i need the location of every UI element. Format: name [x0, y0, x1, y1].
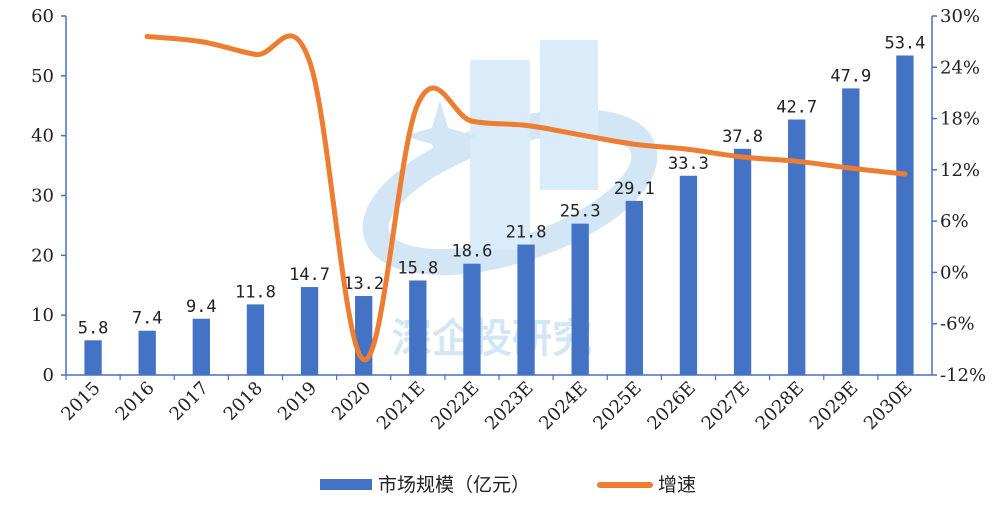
right-tick-label: -6%: [940, 314, 975, 335]
growth-line-layer: [144, 33, 908, 363]
legend: 市场规模（亿元） 增速: [320, 474, 696, 496]
bar: [571, 223, 589, 375]
bar: [842, 88, 860, 376]
bar-data-label: 5.8: [78, 318, 109, 338]
left-tick-labels: 0 10 20 30 40 50 60: [31, 6, 54, 386]
bar-data-label: 37.8: [722, 127, 763, 147]
bar-data-label: 21.8: [506, 223, 547, 243]
right-tick-label: 6%: [940, 211, 969, 232]
bar-data-label: 13.2: [343, 274, 384, 294]
left-tick-label: 30: [31, 186, 54, 207]
bar: [246, 304, 265, 375]
x-tick-label: 2025E: [589, 378, 646, 435]
bar-data-label: 53.4: [884, 33, 925, 53]
bar-data-label: 15.8: [397, 258, 438, 278]
bar: [300, 287, 319, 375]
axes: [61, 15, 937, 380]
left-tick-label: 0: [43, 365, 54, 386]
x-tick-label: 2016: [111, 378, 158, 425]
x-tick-label: 2021E: [373, 378, 430, 435]
bar-data-label: 9.4: [186, 297, 217, 317]
bar: [517, 244, 535, 375]
x-tick-label: 2019: [274, 378, 321, 425]
x-tick-label: 2026E: [643, 378, 700, 435]
bar: [896, 55, 914, 376]
x-tick-label: 2017: [166, 378, 213, 425]
x-tick-label: 2027E: [698, 378, 755, 435]
x-tick-label: 2022E: [427, 378, 484, 435]
right-tick-label: 18%: [940, 109, 980, 130]
bar: [733, 148, 752, 375]
right-tick-label: 12%: [940, 160, 980, 181]
bars: [84, 55, 914, 376]
x-tick-label: 2029E: [806, 378, 863, 435]
x-tick-label: 2028E: [752, 378, 809, 435]
bar: [625, 200, 643, 375]
x-tick-label: 2023E: [481, 378, 538, 435]
bar-data-label: 18.6: [451, 242, 492, 262]
left-tick-label: 60: [31, 6, 54, 27]
bar: [84, 340, 102, 375]
bar-data-label: 29.1: [614, 179, 655, 199]
bar-data-label: 11.8: [235, 282, 276, 302]
bar: [409, 280, 427, 375]
bar-data-label: 33.3: [668, 154, 709, 174]
bar: [138, 330, 156, 375]
legend-label-bar: 市场规模（亿元）: [378, 474, 530, 496]
right-tick-labels: -12% -6% 0% 6% 12% 18% 24% 30%: [940, 6, 986, 386]
right-tick-label: 30%: [940, 6, 980, 27]
x-tick-label: 2015: [57, 378, 104, 425]
left-tick-label: 50: [31, 66, 54, 87]
bar: [679, 175, 698, 375]
bar: [355, 296, 373, 375]
watermark-logo: 深企投研究: [362, 40, 658, 362]
legend-swatch-bar: [320, 479, 372, 490]
bar-data-label: 25.3: [560, 202, 601, 222]
bar: [192, 318, 210, 375]
x-tick-labels: 2015 2016 2017 2018 2019 20202021E2022E2023E2…: [57, 378, 916, 435]
bar: [463, 263, 481, 375]
bar: [788, 119, 806, 376]
right-tick-label: -12%: [940, 365, 986, 386]
legend-label-line: 增速: [658, 474, 696, 496]
right-tick-label: 24%: [940, 57, 980, 78]
x-tick-label: 2018: [220, 378, 267, 425]
left-tick-label: 20: [31, 245, 54, 266]
right-tick-label: 0%: [940, 262, 969, 283]
bar-labels: 5.8 7.4 9.4 11.8 14.7 13.2 15.8 18.6 21.8 25.3 29.…: [78, 33, 926, 338]
x-tick-label: 2024E: [535, 378, 592, 435]
left-tick-label: 10: [31, 305, 54, 326]
bar-data-label: 7.4: [132, 309, 163, 329]
x-tick-label: 2030E: [860, 378, 917, 435]
bar-data-label: 42.7: [776, 98, 817, 118]
left-tick-label: 40: [31, 126, 54, 147]
bar-data-label: 47.9: [830, 66, 871, 86]
x-tick-label: 2020: [328, 378, 375, 425]
bar-data-label: 14.7: [289, 265, 330, 285]
growth-line: [144, 33, 908, 363]
